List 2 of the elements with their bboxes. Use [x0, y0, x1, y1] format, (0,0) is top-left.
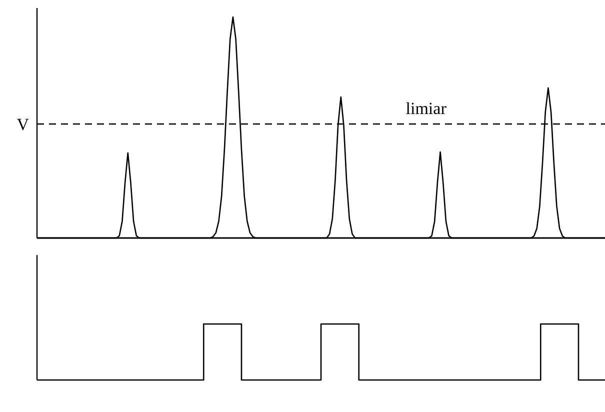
ref-line-label: V [16, 114, 30, 134]
annotation: limiar [406, 98, 447, 118]
